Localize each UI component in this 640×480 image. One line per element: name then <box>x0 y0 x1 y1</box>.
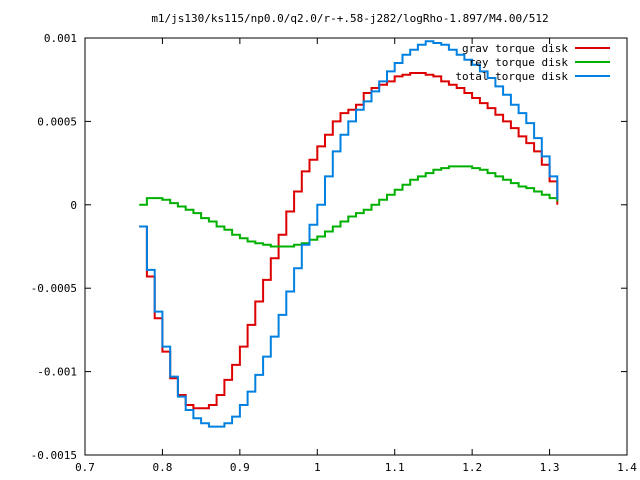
chart-title: m1/js130/ks115/np0.0/q2.0/r-+.58-j282/lo… <box>151 12 548 25</box>
y-tick-label: -0.001 <box>37 366 77 379</box>
x-tick-label: 0.9 <box>230 461 250 474</box>
y-tick-label: -0.0005 <box>31 282 77 295</box>
series-layer <box>139 40 559 428</box>
x-tick-label: 1 <box>314 461 321 474</box>
legend-label-2: rey torque disk <box>469 56 569 69</box>
y-tick-label: 0 <box>70 199 77 212</box>
x-tick-label: 1.1 <box>385 461 405 474</box>
x-tick-label: 0.7 <box>75 461 95 474</box>
series-line-1 <box>139 72 559 410</box>
x-tick-label: 1.3 <box>540 461 560 474</box>
series-line-3 <box>139 40 559 428</box>
legend-label-1: grav torque disk <box>462 42 568 55</box>
legend-label-3: total torque disk <box>455 70 568 83</box>
y-tick-label: 0.001 <box>44 32 77 45</box>
plot-frame <box>84 37 628 456</box>
x-tick-label: 1.2 <box>462 461 482 474</box>
x-tick-label: 1.4 <box>617 461 637 474</box>
axes: 0.7 0.8 0.9 1 1.1 1.2 1.3 1.4 -0.0015 -0.001 -0.00… <box>31 32 638 474</box>
x-tick-label: 0.8 <box>152 461 172 474</box>
series-line-2 <box>139 165 559 248</box>
y-tick-label: 0.0005 <box>37 115 77 128</box>
y-tick-label: -0.0015 <box>31 449 77 462</box>
